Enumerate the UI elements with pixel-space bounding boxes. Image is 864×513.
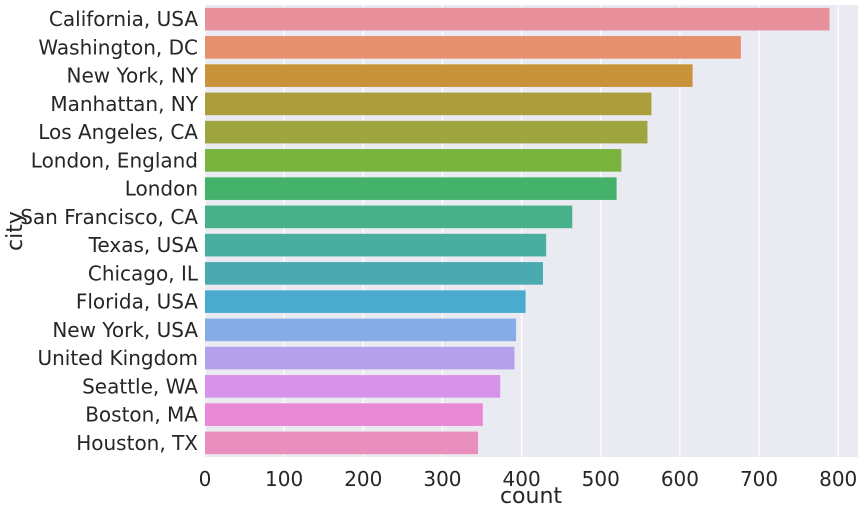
y-tick-labels: California, USA Washington, DC New York, N… [20,7,199,455]
x-tick-label: 300 [423,467,461,491]
bar [205,346,515,370]
y-tick-label: New York, NY [67,64,199,88]
bar [205,36,741,59]
y-tick-label: Los Angeles, CA [38,120,198,144]
bar [205,403,483,426]
bar [205,318,517,342]
x-axis-title: count [500,484,562,509]
x-tick-label: 0 [199,467,212,491]
x-tick-label: 400 [503,467,541,491]
bar [205,7,830,31]
bars [205,7,830,455]
x-tick-label: 100 [265,467,303,491]
x-tick-label: 800 [819,467,857,491]
y-tick-label: Boston, MA [85,403,198,427]
y-tick-label: Houston, TX [76,431,198,455]
x-tick-label: 500 [582,467,620,491]
x-tick-label: 600 [661,467,699,491]
bar [205,92,652,116]
bar [205,290,526,313]
y-tick-label: London, England [31,148,198,172]
bar [205,64,693,87]
bar [205,233,547,257]
bar [205,205,573,229]
x-tick-label: 700 [740,467,778,491]
y-tick-label: Texas, USA [88,233,199,257]
bar [205,149,622,172]
x-tick-labels: 0 100 200 300 400 500 600 700 800 [199,467,858,491]
y-tick-label: San Francisco, CA [20,205,198,229]
bar [205,120,648,144]
y-tick-label: California, USA [49,7,198,31]
y-tick-label: Florida, USA [76,290,198,314]
bar [205,177,617,200]
y-tick-label: Seattle, WA [82,374,198,398]
y-tick-label: Manhattan, NY [50,92,198,116]
x-tick-label: 200 [344,467,382,491]
bar [205,262,543,285]
y-tick-label: United Kingdom [37,346,198,370]
y-tick-label: London [125,177,198,201]
y-tick-label: Washington, DC [38,35,198,59]
bar [205,431,479,455]
y-tick-label: New York, USA [52,318,198,342]
y-axis-title: city [3,211,28,251]
y-tick-label: Chicago, IL [88,261,199,285]
bar [205,375,501,398]
